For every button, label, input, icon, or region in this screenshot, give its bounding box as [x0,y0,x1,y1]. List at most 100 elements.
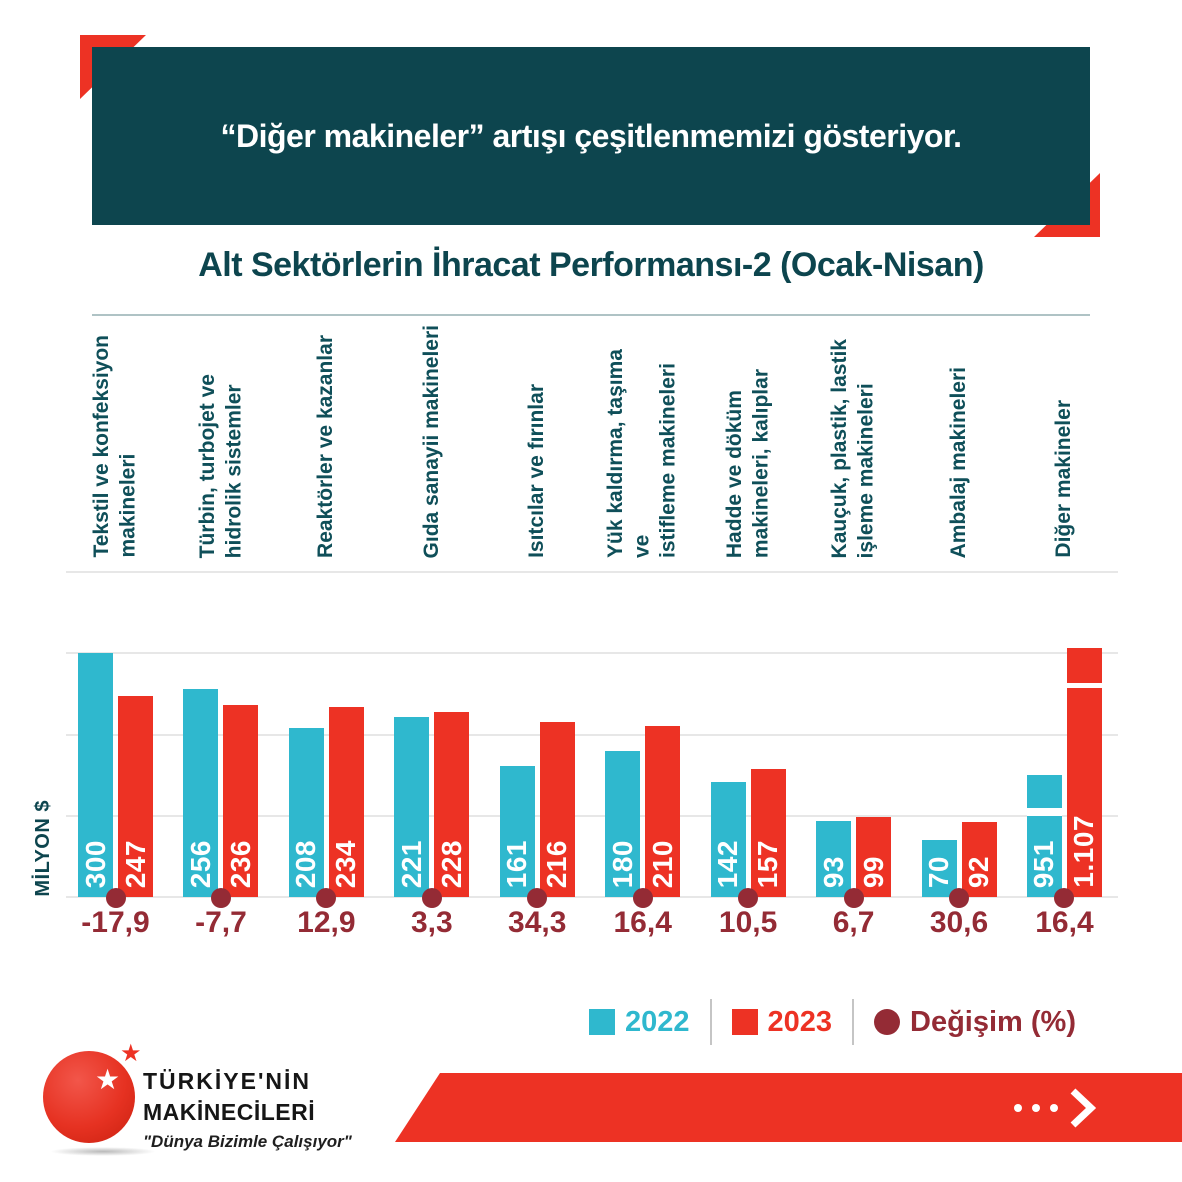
bar-2022-category-4: 221 [394,717,430,897]
brand-tagline: "Dünya Bizimle Çalışıyor" [143,1132,352,1151]
category-label-text: Ambalaj makineleri [946,366,970,558]
bar-2023-category-3: 234 [328,706,364,897]
gridline-300 [66,652,1118,655]
bar-value-label: 93 [817,855,849,888]
brand-name-line2: MAKİNECİLERİ [143,1099,316,1125]
bar-value-label: 180 [606,839,638,888]
bar-value-label: 216 [541,839,573,888]
bar-chart-plot: MİLYON $ 300 247 256 236 208 234 221 228 161 216 1… [32,571,1118,908]
category-label-text: Türbin, turbojet ve hidrolik sistemler [195,373,245,558]
bar-value-label: 161 [501,839,533,888]
bar-2022-category-6: 180 [605,750,641,897]
change-value-1: -17,9 [81,906,150,939]
header-quote: “Diğer makineler” artışı çeşitlenmemizi … [220,117,962,154]
category-label-text: Kauçuk, plastik, lastik işleme makineler… [828,338,878,558]
brand-name-line1: TÜRKİYE'NİN [143,1068,312,1094]
category-label-text: Yük kaldırma, taşıma ve istifleme makine… [604,349,680,558]
title-divider [92,314,1090,316]
change-percent-row: -17,9 -7,7 12,9 3,3 34,3 16,4 10,5 6,7 30,6 16,4 [66,906,1118,948]
bar-2023-category-5: 216 [539,721,575,897]
chevron-right-icon [1070,1087,1096,1128]
category-label-text: Gıda sanayii makineleri [419,324,443,558]
legend-label-2022: 2022 [624,1005,690,1038]
star-icon: ★ [95,1064,121,1095]
brand-logo [43,1051,135,1143]
change-dot-8 [843,888,864,908]
star-icon: ★ [120,1040,142,1067]
change-value-7: 10,5 [718,906,778,939]
axis-break-gap [1066,682,1102,689]
gridline-0 [66,896,1118,898]
bar-value-label: 92 [963,855,995,888]
bar-value-label: 247 [119,839,151,888]
change-dot-4 [421,888,442,908]
bar-2022-category-1: 300 [78,653,113,897]
category-label-5: Isıtcılar ve fırınlar [485,322,590,558]
bar-value-label: 951 [1028,839,1060,888]
category-label-2: Türbin, turbojet ve hidrolik sistemler [168,322,273,558]
legend-dot-change [874,1009,901,1035]
change-value-8: 6,7 [832,906,875,939]
next-arrow-button[interactable] [1014,1087,1096,1128]
legend-divider [709,999,712,1045]
category-label-text: Isıtcılar ve fırınlar [525,384,549,558]
bar-2022-category-9: 70 [921,840,957,897]
category-label-6: Yük kaldırma, taşıma ve istifleme makine… [590,322,695,558]
category-label-8: Kauçuk, plastik, lastik işleme makineler… [801,322,906,558]
dot-icon [1032,1103,1040,1112]
category-label-text: Diğer makineler [1052,400,1076,558]
change-value-4: 3,3 [410,906,453,939]
bar-value-label: 228 [435,839,467,888]
bar-value-label: 1.107 [1068,815,1100,888]
dot-icon [1014,1103,1022,1112]
category-label-9: Ambalaj makineleri [906,322,1011,558]
bar-2022-category-7: 142 [710,781,746,897]
change-value-10: 16,4 [1035,906,1094,939]
bar-2022-category-8: 93 [816,821,852,897]
bar-value-label: 221 [395,839,427,888]
bar-value-label: 210 [646,839,678,888]
gridline-200 [66,733,1118,736]
category-label-4: Gıda sanayii makineleri [379,322,484,558]
category-label-10: Diğer makineler [1012,322,1117,558]
bar-2023-category-10: 1.107 [1066,648,1102,897]
category-labels: Tekstil ve konfeksiyon makineleri Türbin,… [66,318,1118,572]
change-value-9: 30,6 [929,906,989,939]
change-value-6: 16,4 [613,906,672,939]
footer-ribbon [395,1073,1182,1142]
change-dot-2 [210,888,231,908]
bar-2022-category-2: 256 [183,689,219,897]
legend-label-2023: 2023 [767,1005,833,1038]
bar-value-label: 234 [330,839,362,888]
change-dot-3 [316,888,337,908]
change-dot-5 [527,888,548,908]
change-value-3: 12,9 [297,906,356,939]
header-banner: “Diğer makineler” artışı çeşitlenmemizi … [92,47,1090,225]
bar-2023-category-9: 92 [961,822,997,897]
category-label-text: Hadde ve döküm makineleri, kalıplar [722,368,773,558]
category-label-1: Tekstil ve konfeksiyon makineleri [63,322,168,558]
category-label-text: Reaktörler ve kazanlar [314,335,338,558]
logo-shadow [50,1147,156,1156]
change-dot-9 [949,888,970,908]
change-value-2: -7,7 [195,906,247,939]
bar-value-label: 70 [923,855,955,888]
bar-value-label: 236 [224,839,256,888]
chart-title: Alt Sektörlerin İhracat Performansı-2 (O… [198,246,984,284]
bar-2023-category-2: 236 [223,705,259,897]
bar-2022-category-3: 208 [288,728,324,897]
category-label-7: Hadde ve döküm makineleri, kalıplar [695,322,800,558]
bar-2023-category-8: 99 [856,816,892,897]
bar-value-label: 300 [79,839,111,888]
bar-value-label: 256 [184,839,216,888]
change-value-5: 34,3 [508,906,567,939]
dot-icon [1050,1103,1058,1112]
change-dot-7 [738,888,759,908]
bar-value-label: 142 [712,839,744,888]
bar-2022-category-10: 951 [1026,775,1062,897]
bar-2023-category-4: 228 [434,711,470,897]
bar-2023-category-1: 247 [118,696,153,897]
chart-legend: 2022 2023 Değişim (%) [588,998,1076,1046]
brand-text: TÜRKİYE'NİN MAKİNECİLERİ "Dünya Bizimle … [143,1068,352,1152]
